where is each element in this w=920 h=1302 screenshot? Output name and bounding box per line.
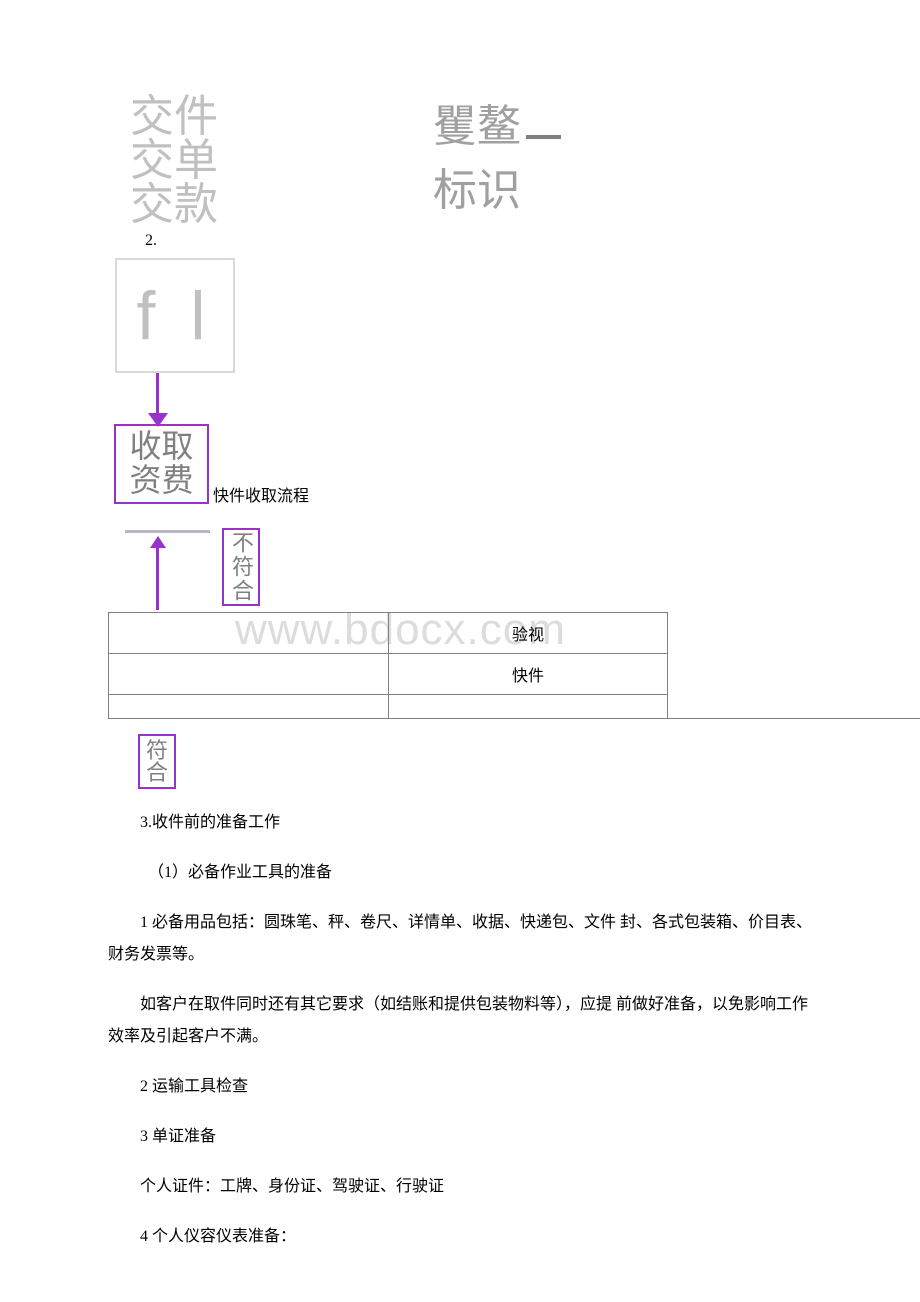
table-cell xyxy=(108,694,388,718)
arrow-up-stem xyxy=(156,548,159,610)
diagram-right-b: 标识 xyxy=(433,154,561,218)
table-row: 快件 xyxy=(108,653,920,694)
body-text: 3.收件前的准备工作 （1）必备作业工具的准备 1 必备用品包括：圆珠笔、秤、卷… xyxy=(108,807,812,1253)
arrow-down-stem xyxy=(156,373,159,413)
label-flow-title: 快件收取流程 xyxy=(213,482,309,506)
horizontal-line xyxy=(125,530,210,533)
para-3: 2 运输工具检查 xyxy=(108,1071,812,1103)
table: 验视 快件 xyxy=(108,612,920,719)
fl-text: f l xyxy=(137,277,214,355)
diagram-right-a: 矍鳌 xyxy=(433,102,521,151)
table-row: 验视 xyxy=(108,612,920,653)
table-cell xyxy=(108,653,388,694)
para-5: 个人证件：工牌、身份证、驾驶证、行驶证 xyxy=(108,1171,812,1203)
fl-box: f l xyxy=(115,258,235,373)
diagram-text-right: 矍鳌 标识 xyxy=(433,90,561,227)
para-2: 如客户在取件同时还有其它要求（如结账和提供包装物料等），应提 前做好准备，以免影… xyxy=(108,989,812,1053)
box-shouqu-text: 收取 资费 xyxy=(129,430,193,497)
para-s1: （1）必备作业工具的准备 xyxy=(108,857,812,889)
dash-icon xyxy=(526,135,561,139)
para-1: 1 必备用品包括：圆珠笔、秤、卷尺、详情单、收据、快递包、文件 封、各式包装箱、… xyxy=(108,907,812,971)
box-bufuhe: 不符合 xyxy=(222,528,260,606)
heading-3: 3.收件前的准备工作 xyxy=(108,807,812,839)
top-row: 交件 交单 交款 矍鳌 标识 xyxy=(0,0,920,227)
diagram-text-left: 交件 交单 交款 xyxy=(130,95,218,227)
box-fuhe: 符 合 xyxy=(138,734,176,789)
table-cell: 验视 xyxy=(388,612,668,653)
arrow-up-icon xyxy=(150,536,166,548)
table-cell xyxy=(108,612,388,653)
list-number-2: 2. xyxy=(145,232,920,250)
box-shouqu-zifei: 收取 资费 xyxy=(114,424,209,504)
para-6: 4 个人仪容仪表准备： xyxy=(108,1221,812,1253)
table-cell: 快件 xyxy=(388,653,668,694)
table-row xyxy=(108,694,920,718)
table-cell xyxy=(388,694,668,718)
para-4: 3 单证准备 xyxy=(108,1121,812,1153)
